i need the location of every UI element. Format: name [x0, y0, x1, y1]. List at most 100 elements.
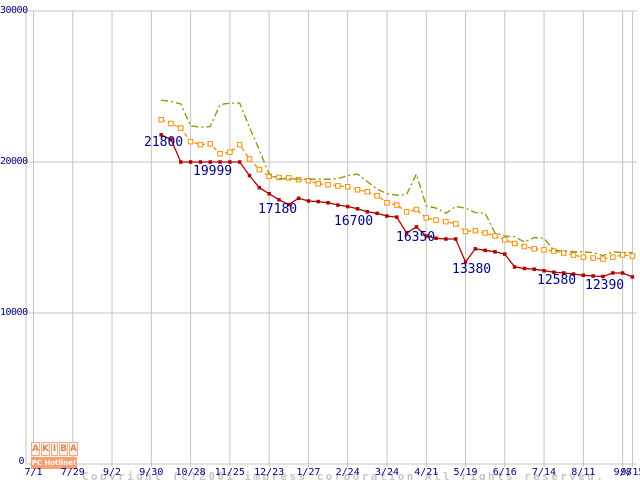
- series-red-marker: [218, 160, 222, 164]
- series-red-marker: [581, 273, 586, 277]
- series-red-marker: [571, 272, 576, 276]
- series-red-marker: [355, 207, 360, 211]
- series-red-marker: [522, 266, 527, 271]
- series-red-marker: [630, 275, 635, 279]
- series-red-marker: [375, 211, 379, 216]
- series-red-marker: [179, 160, 183, 164]
- series-red-marker: [434, 236, 438, 241]
- series-orange-marker: [217, 150, 223, 157]
- series-orange-marker: [256, 166, 263, 173]
- logo-letter: A: [31, 442, 40, 456]
- series-orange-marker: [600, 256, 606, 262]
- series-orange-marker: [344, 184, 351, 190]
- series-orange-marker: [570, 252, 577, 258]
- series-orange-marker: [590, 255, 596, 261]
- series-red-marker: [424, 234, 428, 238]
- series-orange-marker: [207, 141, 213, 147]
- series-orange-marker: [521, 243, 528, 250]
- series-orange-marker: [354, 187, 361, 193]
- series-orange-line: [160, 119, 633, 260]
- series-red-marker: [237, 160, 242, 164]
- series-red-marker: [208, 160, 212, 164]
- series-orange-marker: [197, 141, 204, 148]
- series-orange-marker: [443, 218, 449, 225]
- copyright-line: Copyright (c)2001 impress corporation Al…: [82, 470, 606, 480]
- series-orange-marker: [492, 233, 498, 239]
- series-red-marker: [267, 191, 271, 196]
- series-red-marker: [493, 250, 497, 254]
- series-orange-marker: [335, 183, 341, 189]
- series-orange-marker: [482, 230, 488, 236]
- series-red-marker: [453, 237, 458, 241]
- series-red-marker: [188, 160, 193, 164]
- series-red-marker: [620, 271, 625, 275]
- series-orange-marker: [551, 248, 557, 254]
- series-red-marker: [169, 137, 173, 142]
- series-orange-marker: [246, 156, 253, 162]
- series-red-marker: [287, 202, 291, 207]
- series-red-marker: [404, 231, 409, 235]
- series-orange-marker: [374, 192, 380, 199]
- series-red-marker: [503, 252, 507, 256]
- series-red-marker: [306, 199, 311, 203]
- series-orange-marker: [619, 252, 626, 258]
- series-orange-marker: [276, 174, 282, 181]
- series-orange-marker: [452, 221, 459, 227]
- series-red-marker: [444, 237, 448, 241]
- series-orange-marker: [502, 237, 508, 243]
- series-red-marker: [296, 196, 301, 200]
- series-orange-marker: [364, 188, 371, 195]
- series-red-marker: [483, 248, 487, 253]
- series-orange-marker: [305, 177, 312, 184]
- series-orange-marker: [511, 240, 518, 247]
- series-orange-marker: [394, 202, 400, 208]
- series-orange-marker: [403, 209, 410, 215]
- series-orange-marker: [423, 215, 429, 221]
- series-red-marker: [611, 271, 615, 275]
- series-red-marker: [198, 160, 203, 164]
- series-orange-marker: [227, 149, 233, 155]
- series-red-marker: [316, 199, 320, 204]
- series-red-marker: [542, 268, 546, 273]
- series-orange-marker: [187, 138, 194, 145]
- series-orange-marker: [531, 246, 537, 252]
- series-red-marker: [414, 225, 419, 229]
- series-orange-marker: [158, 116, 164, 123]
- series-red-marker: [473, 247, 478, 251]
- logo-letter: K: [40, 442, 50, 456]
- series-red-marker: [532, 267, 536, 271]
- series-red-marker: [345, 204, 350, 209]
- logo-letter: A: [69, 442, 78, 456]
- logo-letter: I: [50, 442, 59, 456]
- series-red-marker: [512, 265, 517, 269]
- series-red-marker: [336, 203, 340, 207]
- series-red-marker: [385, 214, 389, 218]
- series-red-marker: [395, 215, 399, 219]
- series-red-marker: [326, 201, 330, 205]
- series-orange-marker: [168, 120, 174, 127]
- series-orange-marker: [315, 180, 321, 187]
- series-orange-marker: [541, 247, 547, 253]
- series-olive-line: [161, 99, 633, 257]
- logo-letter: B: [59, 442, 69, 456]
- series-red-marker: [365, 210, 370, 214]
- series-orange-marker: [413, 206, 420, 213]
- series-orange-marker: [580, 254, 587, 260]
- series-red-marker: [463, 260, 468, 264]
- series-red-marker: [552, 270, 556, 274]
- series-red-marker: [247, 173, 252, 178]
- series-red-marker: [228, 160, 232, 164]
- series-red-marker: [159, 133, 163, 137]
- series-orange-marker: [178, 125, 184, 131]
- series-orange-marker: [472, 227, 479, 234]
- series-orange-marker: [433, 217, 439, 223]
- series-orange-marker: [560, 250, 567, 256]
- series-orange-marker: [236, 141, 243, 148]
- watermark-text: Copyright (c)2001 impress corporation Al…: [82, 442, 605, 480]
- series-red-marker: [277, 198, 281, 202]
- logo-pc-hotline-bar: PC Hotline!: [31, 457, 77, 469]
